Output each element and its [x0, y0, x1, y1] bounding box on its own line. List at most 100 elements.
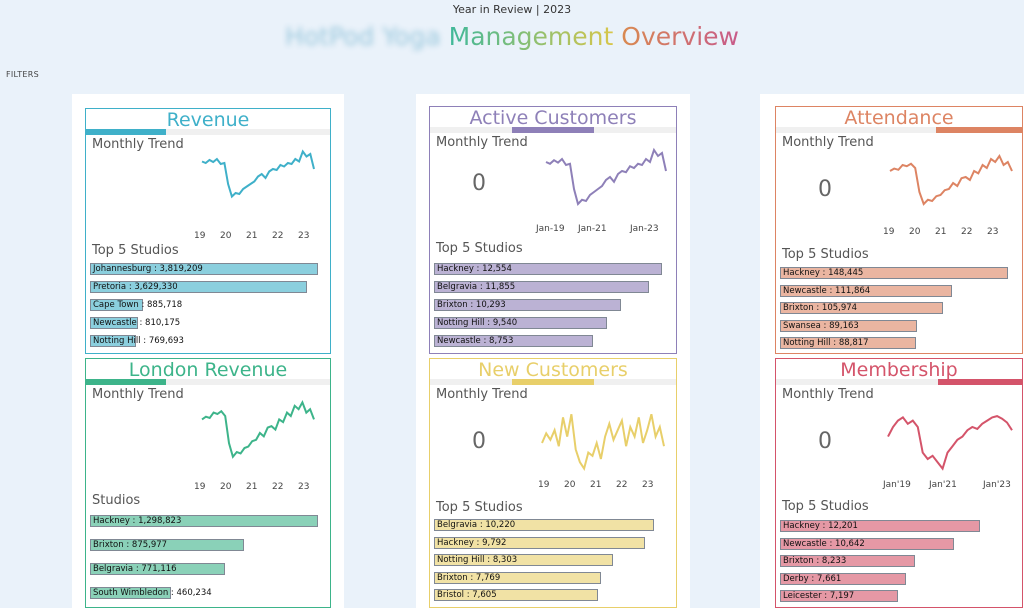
active-accent-bar — [512, 127, 594, 133]
title-word-management: Management — [448, 22, 614, 51]
studio-bar[interactable] — [90, 263, 318, 275]
trend-x-tick: 22 — [272, 231, 284, 241]
trend-x-tick: 19 — [883, 227, 895, 237]
revenue-subtitle: Monthly Trend — [92, 137, 184, 152]
london-card: London Revenue Monthly Trend 19 20 21 22 23 Stu… — [85, 358, 331, 608]
studio-bar[interactable] — [780, 537, 955, 550]
studio-bar-label: Derby : 7,661 — [783, 573, 842, 584]
attendance-subtitle: Monthly Trend — [782, 135, 874, 150]
studio-bar[interactable] — [434, 335, 593, 347]
revenue-trend-sparkline — [201, 149, 315, 199]
title-word-overview: Overview — [621, 22, 739, 51]
studio-bar[interactable] — [434, 571, 602, 584]
active-kpi-value: 0 — [472, 171, 486, 196]
studio-bar-label: Pretoria : 3,629,330 — [93, 282, 178, 292]
studio-bar[interactable] — [434, 589, 598, 601]
new-kpi-value: 0 — [472, 429, 486, 454]
trend-x-tick: 23 — [642, 480, 654, 490]
trend-line — [887, 415, 1013, 471]
studio-bar-label: Notting Hill : 9,540 — [437, 318, 518, 328]
studio-bar-label: Brixton : 7,769 — [437, 572, 501, 583]
filters-toggle[interactable]: FILTERS — [6, 70, 39, 79]
trend-x-tick: 20 — [909, 227, 921, 237]
accent-track — [86, 129, 330, 135]
studio-bar[interactable] — [90, 563, 226, 575]
studio-bar-label: Belgravia : 11,855 — [437, 282, 516, 292]
trend-x-tick: Jan'21 — [929, 480, 957, 490]
attendance-accent-bar — [936, 127, 1022, 133]
studio-bar-label: Hackney : 12,201 — [783, 521, 858, 531]
studio-bar-label: Newcastle : 111,864 — [783, 285, 871, 296]
studio-bar-label: Hackney : 1,298,823 — [93, 516, 182, 526]
studio-bar[interactable] — [90, 587, 171, 599]
studio-bar[interactable] — [90, 299, 143, 311]
trend-x-tick: 23 — [987, 227, 999, 237]
london-list-title: Studios — [92, 493, 141, 508]
studio-bar[interactable] — [90, 317, 139, 329]
membership-list-title: Top 5 Studios — [782, 499, 869, 514]
trend-line — [541, 413, 665, 472]
studio-bar-label: Leicester : 7,197 — [783, 591, 855, 601]
studio-bar-label: Notting Hill : 769,693 — [93, 336, 184, 346]
studio-bar[interactable] — [90, 335, 136, 347]
attendance-card: Attendance Monthly Trend 0 19 20 21 22 23 Top 5 … — [775, 106, 1023, 354]
attendance-trend-sparkline — [889, 154, 1013, 206]
trend-x-tick: 22 — [616, 480, 628, 490]
studio-bar-label: Cape Town : 885,718 — [93, 300, 183, 310]
studio-bar-label: Brixton : 8,233 — [783, 556, 847, 566]
london-card-title: London Revenue — [128, 359, 288, 381]
studio-bar[interactable] — [780, 319, 917, 332]
studio-bar[interactable] — [434, 299, 621, 311]
studio-bar[interactable] — [90, 281, 307, 293]
studio-bar-label: Hackney : 12,554 — [437, 264, 512, 274]
london-subtitle: Monthly Trend — [92, 387, 184, 402]
studio-bar[interactable] — [780, 590, 898, 602]
studio-bar[interactable] — [780, 520, 980, 532]
accent-track — [776, 127, 1022, 133]
trend-x-tick: Jan-21 — [578, 224, 607, 234]
membership-card-title: Membership — [840, 359, 958, 381]
attendance-card-title: Attendance — [844, 107, 954, 129]
studio-bar[interactable] — [780, 572, 906, 585]
membership-kpi-value: 0 — [818, 429, 832, 454]
attendance-kpi-value: 0 — [818, 177, 832, 202]
trend-x-tick: 20 — [220, 231, 232, 241]
studio-bar[interactable] — [780, 284, 952, 297]
studio-bar-label: Bristol : 7,605 — [437, 590, 497, 600]
studio-bar[interactable] — [434, 519, 654, 531]
studio-bar-label: Hackney : 148,445 — [783, 268, 864, 278]
membership-trend-sparkline — [887, 415, 1013, 471]
studio-bar-label: Hackney : 9,792 — [437, 537, 507, 548]
london-accent-bar — [86, 379, 166, 385]
studio-bar[interactable] — [434, 554, 613, 566]
new-card: New Customers Monthly Trend 0 19 20 21 22 23 Top… — [429, 358, 677, 608]
studio-bar[interactable] — [90, 539, 244, 551]
studio-bar[interactable] — [434, 263, 662, 275]
trend-x-tick: 21 — [246, 482, 258, 492]
new-subtitle: Monthly Trend — [436, 387, 528, 402]
studio-bar[interactable] — [434, 281, 650, 293]
trend-line — [201, 149, 315, 199]
trend-x-tick: 22 — [272, 482, 284, 492]
studio-bar-label: Swansea : 89,163 — [783, 320, 859, 331]
accent-track — [86, 379, 330, 385]
studio-bar[interactable] — [90, 515, 318, 527]
studio-bar[interactable] — [780, 267, 1008, 279]
trend-x-tick: 19 — [538, 480, 550, 490]
studio-bar-label: Newcastle : 810,175 — [93, 318, 181, 328]
studio-bar-label: Belgravia : 771,116 — [93, 564, 177, 574]
studio-bar-label: Notting Hill : 8,303 — [437, 555, 518, 565]
studio-bar[interactable] — [780, 302, 943, 314]
studio-bar[interactable] — [434, 317, 608, 329]
brand-name: HotPod Yoga — [285, 22, 441, 51]
studio-bar[interactable] — [780, 555, 915, 567]
active-card-title: Active Customers — [469, 107, 637, 129]
dashboard-caption: Year in Review | 2023 — [452, 3, 572, 16]
studio-bar-label: South Wimbledon : 460,234 — [93, 588, 212, 598]
studio-bar[interactable] — [780, 337, 917, 349]
membership-card: Membership Monthly Trend 0 Jan'19 Jan'21 Jan'… — [775, 358, 1023, 608]
studio-bar[interactable] — [434, 536, 645, 549]
trend-x-tick: 23 — [298, 482, 310, 492]
trend-x-tick: 19 — [194, 482, 206, 492]
studio-bar-label: Johannesburg : 3,819,209 — [93, 264, 203, 274]
